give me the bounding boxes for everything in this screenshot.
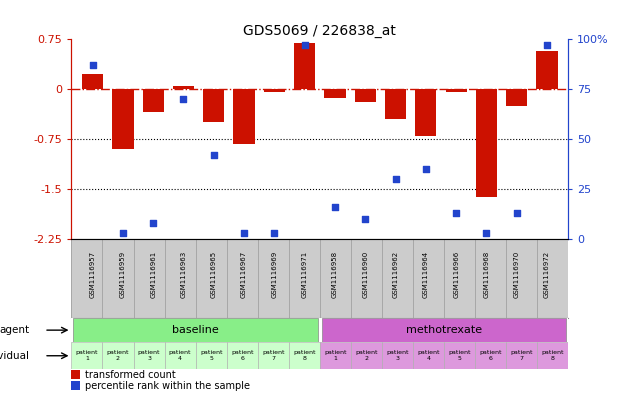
Text: patient
7: patient 7 xyxy=(510,350,533,361)
Text: percentile rank within the sample: percentile rank within the sample xyxy=(85,381,250,391)
Bar xyxy=(537,51,558,89)
Bar xyxy=(71,371,80,379)
Text: GSM1116960: GSM1116960 xyxy=(362,250,368,298)
Text: methotrexate: methotrexate xyxy=(406,325,482,335)
Point xyxy=(88,62,97,68)
Point xyxy=(451,209,461,216)
Text: patient
1: patient 1 xyxy=(324,350,347,361)
Text: patient
8: patient 8 xyxy=(542,350,564,361)
Text: patient
4: patient 4 xyxy=(417,350,440,361)
Bar xyxy=(71,381,80,390)
Bar xyxy=(203,89,224,122)
Text: patient
2: patient 2 xyxy=(355,350,378,361)
Point xyxy=(391,176,401,182)
Bar xyxy=(196,342,227,369)
Point xyxy=(360,215,370,222)
Text: patient
6: patient 6 xyxy=(479,350,502,361)
Text: transformed count: transformed count xyxy=(85,370,176,380)
Point xyxy=(118,230,128,236)
Point xyxy=(330,204,340,210)
Text: patient
5: patient 5 xyxy=(448,350,471,361)
Bar xyxy=(445,89,467,92)
Text: patient
6: patient 6 xyxy=(231,350,253,361)
Text: individual: individual xyxy=(0,351,29,361)
Text: patient
8: patient 8 xyxy=(293,350,315,361)
Text: GSM1116964: GSM1116964 xyxy=(423,250,429,298)
Text: patient
2: patient 2 xyxy=(107,350,129,361)
Text: patient
3: patient 3 xyxy=(138,350,160,361)
Bar xyxy=(289,342,320,369)
Bar xyxy=(322,318,566,342)
Text: agent: agent xyxy=(0,325,29,335)
Text: baseline: baseline xyxy=(172,325,219,335)
Text: GSM1116959: GSM1116959 xyxy=(120,250,126,298)
Text: patient
5: patient 5 xyxy=(200,350,222,361)
Bar xyxy=(324,89,345,98)
Text: GSM1116958: GSM1116958 xyxy=(332,250,338,298)
Bar xyxy=(475,342,506,369)
Point xyxy=(481,230,491,236)
Bar xyxy=(102,342,134,369)
Bar xyxy=(71,342,102,369)
Bar xyxy=(506,342,537,369)
Point xyxy=(148,219,158,226)
Text: GSM1116970: GSM1116970 xyxy=(514,250,520,298)
Bar xyxy=(444,342,475,369)
Text: patient
4: patient 4 xyxy=(169,350,191,361)
Bar xyxy=(258,342,289,369)
Point xyxy=(239,230,249,236)
Text: patient
3: patient 3 xyxy=(386,350,409,361)
Text: patient
1: patient 1 xyxy=(76,350,98,361)
Bar xyxy=(233,89,255,143)
Text: GSM1116971: GSM1116971 xyxy=(302,250,307,298)
Bar xyxy=(227,342,258,369)
Bar xyxy=(173,86,194,89)
Text: GSM1116963: GSM1116963 xyxy=(181,250,186,298)
Text: GSM1116969: GSM1116969 xyxy=(271,250,278,298)
Bar xyxy=(355,89,376,103)
Bar xyxy=(264,89,285,92)
Bar xyxy=(73,318,318,342)
Bar xyxy=(537,342,568,369)
Bar xyxy=(506,89,527,106)
Bar xyxy=(320,342,351,369)
Text: GSM1116961: GSM1116961 xyxy=(150,250,156,298)
Text: GSM1116967: GSM1116967 xyxy=(241,250,247,298)
Point xyxy=(178,96,188,102)
Bar xyxy=(382,342,413,369)
Text: GSM1116968: GSM1116968 xyxy=(483,250,489,298)
Text: GSM1116972: GSM1116972 xyxy=(544,250,550,298)
Point xyxy=(421,165,431,172)
Bar xyxy=(294,42,315,89)
Bar xyxy=(134,342,165,369)
Text: GSM1116957: GSM1116957 xyxy=(89,250,96,298)
Title: GDS5069 / 226838_at: GDS5069 / 226838_at xyxy=(243,24,396,38)
Bar xyxy=(415,89,437,136)
Text: GSM1116966: GSM1116966 xyxy=(453,250,459,298)
Point xyxy=(209,152,219,158)
Bar xyxy=(413,342,444,369)
Text: GSM1116962: GSM1116962 xyxy=(392,250,399,298)
Bar xyxy=(165,342,196,369)
Bar xyxy=(143,89,164,112)
Text: GSM1116965: GSM1116965 xyxy=(211,250,217,298)
Bar xyxy=(476,89,497,196)
Bar xyxy=(112,89,134,149)
Point xyxy=(300,42,310,48)
Point xyxy=(542,42,552,48)
Bar xyxy=(385,89,406,119)
Point xyxy=(270,230,279,236)
Text: patient
7: patient 7 xyxy=(262,350,284,361)
Bar xyxy=(82,75,103,89)
Bar xyxy=(351,342,382,369)
Point xyxy=(512,209,522,216)
